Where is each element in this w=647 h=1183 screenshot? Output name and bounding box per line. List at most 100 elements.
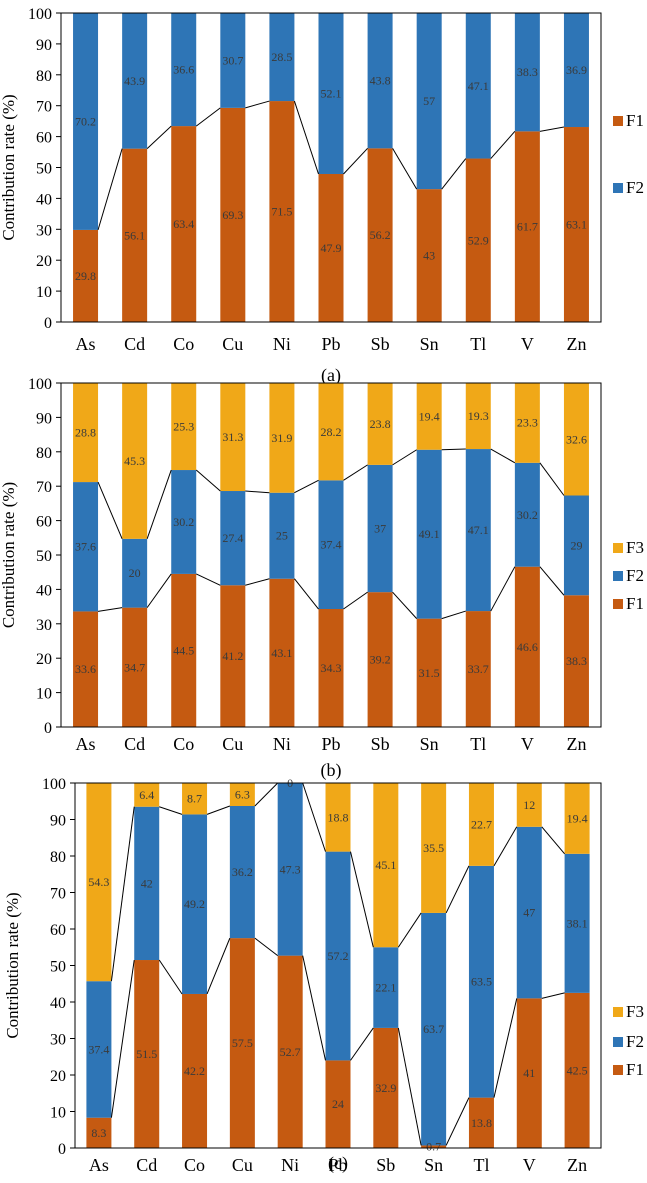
y-tick-label: 50 (36, 161, 52, 178)
data-label-f3-pb: 28.2 (321, 425, 342, 439)
bar-f1-zn (564, 992, 590, 1148)
data-label-f3-co: 25.3 (173, 420, 194, 434)
connector-line-f2 (392, 449, 417, 466)
bar-f3-v (514, 382, 540, 463)
x-tick-label: As (89, 1155, 109, 1175)
legend-swatch-f1 (613, 1065, 623, 1075)
data-label-f2-sb: 37 (374, 522, 386, 536)
data-label-f3-sb: 23.8 (370, 417, 391, 431)
bar-f2-sb (367, 464, 393, 593)
bar-f2-as (73, 13, 99, 230)
y-tick-label: 100 (28, 376, 52, 393)
connector-line-f1 (490, 566, 516, 612)
panel-label: (b) (321, 760, 342, 781)
bar-f2-as (73, 482, 99, 612)
x-tick-label: Ni (281, 1155, 299, 1175)
data-label-f1-zn: 38.3 (566, 654, 587, 668)
x-tick-label: Co (173, 334, 194, 354)
bar-f1-v (514, 566, 540, 727)
connector-line-f2 (159, 806, 183, 815)
bar-f2-zn (564, 853, 590, 993)
bar-f2-sb (367, 13, 393, 149)
x-tick-label: Ni (273, 734, 291, 754)
data-label-f2-cu: 30.7 (222, 53, 243, 67)
data-label-f3-tl: 22.7 (471, 817, 492, 831)
connector-line-f1 (493, 998, 518, 1098)
data-label-f2-cd: 20 (129, 566, 141, 580)
data-label-f1-pb: 34.3 (321, 661, 342, 675)
bar-f1-zn (563, 595, 589, 727)
data-label-f2-sn: 57 (423, 94, 435, 108)
legend-label-f3: F3 (626, 538, 644, 557)
bar-f1-v (514, 131, 540, 322)
connector-line-f1 (146, 125, 172, 150)
bar-f1-cu (220, 585, 246, 727)
data-label-f1-v: 46.6 (517, 640, 538, 654)
connector-line-f1 (110, 959, 135, 1118)
bar-f2-tl (465, 13, 491, 159)
bar-f3-cu (229, 783, 255, 806)
connector-line-f1 (539, 566, 565, 596)
legend-swatch-f2 (613, 1037, 623, 1047)
connector-line-f1 (445, 1097, 470, 1146)
legend-swatch-f1 (613, 599, 623, 609)
x-tick-label: Co (184, 1155, 205, 1175)
y-tick-label: 30 (36, 222, 52, 239)
data-label-f2-sb: 43.8 (370, 74, 391, 88)
data-label-f3-v: 23.3 (517, 416, 538, 430)
y-tick-label: 20 (50, 1068, 66, 1085)
data-label-f2-zn: 36.9 (566, 63, 587, 77)
y-tick-label: 0 (44, 315, 52, 332)
bar-f3-v (516, 783, 542, 827)
chart-panel-3: 8.3 37.4 54.3 51.5 42 6.4 42.2 49.2 8.7 57.5 36.2 6… (3, 776, 644, 1175)
panel-label: (c) (328, 1153, 348, 1174)
bar-f2-ni (269, 13, 295, 102)
connector-line-f2 (195, 469, 221, 492)
bar-f1-as (73, 229, 99, 322)
y-tick-label: 100 (42, 776, 66, 793)
connector-line-f2 (343, 464, 368, 481)
bar-f1-zn (563, 127, 589, 322)
legend-swatch-f2 (613, 571, 623, 581)
bar-f3-cd (134, 783, 160, 807)
data-label-f1-as: 29.8 (75, 269, 96, 283)
data-label-f2-sn: 63.7 (423, 1022, 444, 1036)
data-label-f2-v: 30.2 (517, 508, 538, 522)
bar-f3-sb (373, 782, 399, 948)
bar-f3-zn (564, 783, 590, 854)
data-label-f3-cu: 6.3 (235, 787, 250, 801)
x-tick-label: Ni (273, 334, 291, 354)
bar-f2-cu (229, 805, 255, 939)
panel-label: (a) (321, 365, 341, 386)
bar-f3-zn (563, 383, 589, 496)
x-tick-label: Tl (470, 734, 486, 754)
connector-line-f1 (196, 573, 221, 586)
connector-line-f2 (302, 782, 326, 852)
y-tick-label: 80 (50, 849, 66, 866)
connector-line-f1 (541, 992, 565, 999)
connector-line-f1 (245, 578, 270, 586)
data-label-f3-sn: 19.4 (419, 409, 440, 423)
data-label-f1-tl: 52.9 (468, 233, 489, 247)
legend: F3 F2 F1 (613, 538, 644, 613)
data-label-f1-as: 33.6 (75, 662, 96, 676)
bar-f2-sn (416, 449, 442, 619)
connector-line-f1 (392, 148, 418, 190)
data-label-f3-v: 12 (523, 798, 535, 812)
data-label-f1-sb: 39.2 (370, 653, 391, 667)
x-tick-label: Pb (328, 1155, 347, 1175)
y-tick-label: 80 (36, 68, 52, 85)
x-tick-label: Cu (222, 734, 243, 754)
bar-f2-as (86, 981, 112, 1118)
data-label-f1-ni: 43.1 (271, 646, 292, 660)
data-label-f1-sn: 0.7 (426, 1140, 441, 1154)
chart-panel-1: 29.8 70.2 56.1 43.9 63.4 36.6 69.3 30.7 71.5 28.5… (0, 6, 644, 386)
legend-swatch-f3 (613, 1007, 623, 1017)
y-tick-label: 50 (50, 959, 66, 976)
data-label-f1-v: 61.7 (517, 220, 538, 234)
x-tick-label: Zn (566, 734, 586, 754)
y-tick-label: 10 (36, 686, 52, 703)
x-tick-label: V (523, 1155, 536, 1175)
x-tick-label: Sb (371, 334, 390, 354)
bar-f1-sn (421, 1145, 447, 1148)
